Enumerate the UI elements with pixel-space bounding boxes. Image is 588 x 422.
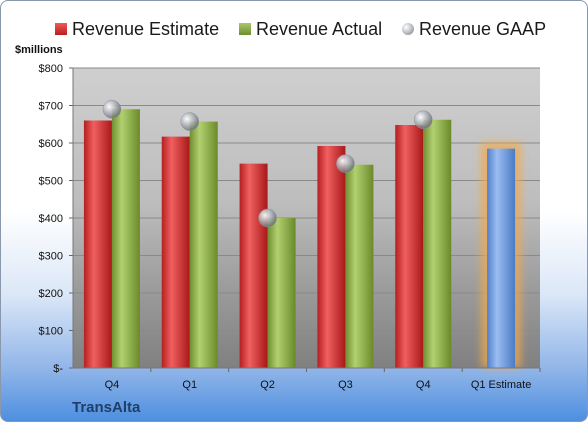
legend-item-revenue-estimate: Revenue Estimate xyxy=(55,15,219,43)
x-tick-label: Q3 xyxy=(338,379,353,391)
y-tick-label: $- xyxy=(53,363,63,375)
legend-label-estimate: Revenue Estimate xyxy=(72,18,220,39)
x-tick-label: Q4 xyxy=(105,379,120,391)
bar-revenue-actual xyxy=(189,121,218,368)
y-axis-ticks: $- $100 $200 $300 $400 $500 $600 $700 $800 xyxy=(39,63,64,375)
y-tick-label: $600 xyxy=(39,138,63,150)
y-tick-label: $800 xyxy=(39,63,63,75)
bar-revenue-estimate xyxy=(317,146,346,368)
gaap-marker xyxy=(102,100,122,119)
bar-revenue-estimate xyxy=(239,163,268,368)
legend-swatch-estimate xyxy=(55,23,67,35)
bar-revenue-actual xyxy=(345,164,374,368)
y-tick-label: $100 xyxy=(39,326,63,338)
legend-item-revenue-actual: Revenue Actual xyxy=(239,15,382,43)
bar-revenue-actual xyxy=(267,218,296,368)
y-axis-unit-label: $millions xyxy=(15,44,63,56)
bar-revenue-estimate xyxy=(83,120,112,368)
bar-revenue-actual xyxy=(423,119,452,368)
gaap-marker xyxy=(414,110,433,129)
x-tick-label: Q1 Estimate xyxy=(471,379,532,391)
bar-revenue-actual xyxy=(111,109,140,368)
y-tick-label: $300 xyxy=(39,251,63,263)
x-tick-label: Q2 xyxy=(260,379,275,391)
gaap-markers xyxy=(102,100,433,228)
gaap-marker xyxy=(336,154,355,173)
x-tick-label: Q4 xyxy=(416,379,431,391)
x-axis-ticks: Q4 Q1 Q2 Q3 Q4 Q1 Estimate xyxy=(73,367,541,391)
bar-q1-estimate xyxy=(487,148,516,368)
company-name: TransAlta xyxy=(72,399,141,416)
gaap-marker xyxy=(258,208,277,228)
legend-item-revenue-gaap: Revenue GAAP xyxy=(402,15,546,43)
y-tick-label: $700 xyxy=(39,101,63,113)
legend: Revenue Estimate Revenue Actual Revenue … xyxy=(1,15,587,43)
legend-label-gaap: Revenue GAAP xyxy=(419,18,547,39)
y-tick-label: $200 xyxy=(39,288,63,300)
bars xyxy=(83,109,522,368)
y-tick-label: $500 xyxy=(39,176,63,188)
bar-revenue-estimate xyxy=(395,125,424,368)
bar-revenue-estimate xyxy=(161,136,190,368)
legend-label-actual: Revenue Actual xyxy=(256,18,383,39)
legend-swatch-gaap xyxy=(402,23,414,35)
gaap-marker xyxy=(180,112,199,131)
legend-swatch-actual xyxy=(239,23,251,35)
x-tick-label: Q1 xyxy=(182,379,197,391)
y-tick-label: $400 xyxy=(39,213,63,225)
